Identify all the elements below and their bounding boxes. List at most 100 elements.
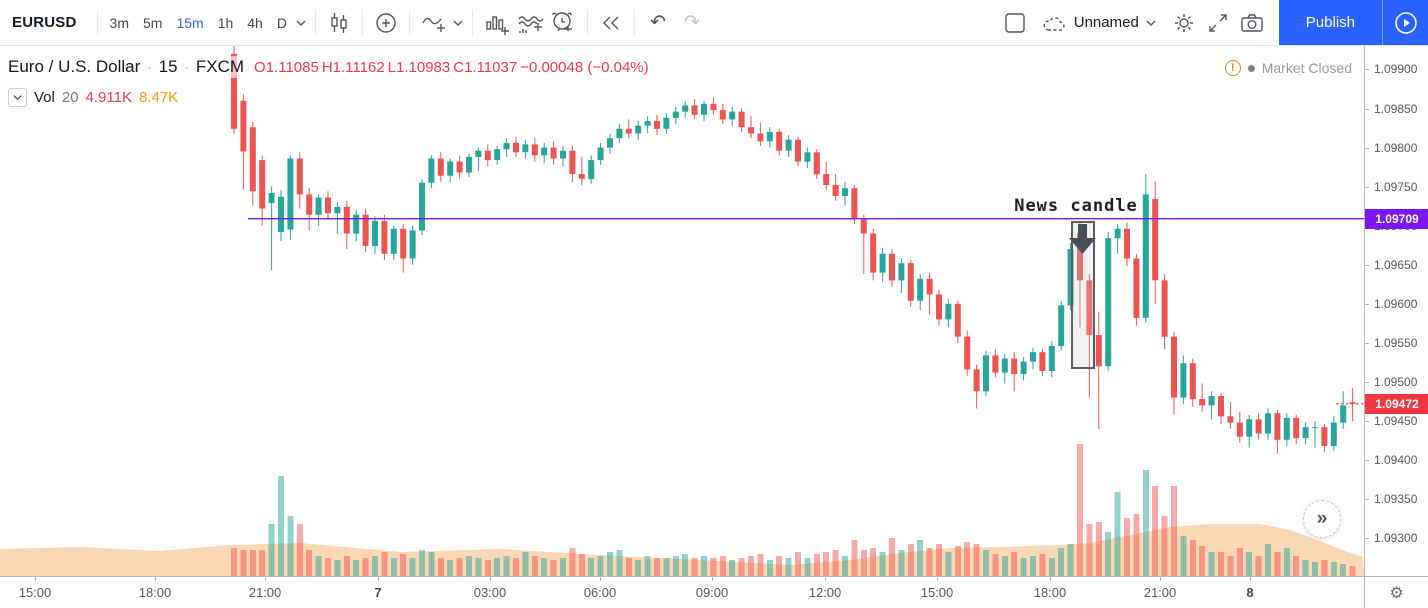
ohlc-item: H1.11162	[321, 59, 385, 76]
price-tick-mark	[1365, 303, 1369, 305]
time-tick-mark	[265, 577, 266, 581]
axis-corner: ⚙	[1364, 577, 1428, 608]
timeframe-5m[interactable]: 5m	[143, 14, 163, 31]
indicators-icon[interactable]	[416, 6, 450, 40]
timeframe-3m[interactable]: 3m	[109, 14, 129, 31]
ohlc-values: O1.11085 H1.11162 L1.10983 C1.11037 −0.00048…	[251, 57, 649, 77]
price-tick-mark	[1365, 264, 1369, 266]
price-tick-label: 1.09650	[1374, 257, 1418, 272]
time-tick-label: 8	[1246, 585, 1254, 600]
line-price-tag[interactable]: 1.09709	[1365, 208, 1428, 229]
patterns-icon[interactable]	[513, 6, 547, 40]
time-tick-label: 21:00	[248, 585, 282, 600]
chart-area[interactable]: Euro / U.S. Dollar · 15 · FXCM O1.11085 H…	[0, 46, 1428, 608]
price-tick-mark	[1365, 460, 1369, 462]
fundamentals-icon[interactable]	[479, 6, 513, 40]
time-tick-mark	[1160, 577, 1161, 581]
axis-settings-gear-icon[interactable]: ⚙	[1389, 584, 1404, 602]
cloud-save-icon	[1043, 16, 1065, 31]
time-tick-mark	[35, 577, 36, 581]
time-tick-mark	[600, 577, 601, 581]
volume-collapse-chevron-icon[interactable]	[8, 88, 27, 107]
volume-ma-area	[0, 524, 1364, 576]
compare-add-icon[interactable]	[369, 6, 403, 40]
publish-group: Publish	[1278, 0, 1428, 45]
price-tick-label: 1.09350	[1374, 492, 1418, 507]
price-axis[interactable]: 1.099001.098501.098001.097501.097001.096…	[1364, 46, 1428, 576]
price-tick-label: 1.09300	[1374, 531, 1418, 546]
time-tick-label: 06:00	[583, 585, 617, 600]
price-tick-mark	[1365, 342, 1369, 344]
price-tick-label: 1.09800	[1374, 140, 1418, 155]
price-tick-mark	[1365, 147, 1369, 149]
interval-chevron-icon[interactable]	[293, 6, 309, 40]
symbol-legend-row[interactable]: Euro / U.S. Dollar · 15 · FXCM O1.11085 H…	[8, 56, 653, 78]
down-arrow-icon[interactable]	[1069, 224, 1096, 255]
symbol-button[interactable]: EURUSD	[12, 14, 77, 31]
layout-name-menu[interactable]: Unnamed	[1032, 13, 1167, 33]
legend-separator-dot: ·	[184, 60, 189, 75]
price-tick-mark	[1365, 421, 1369, 422]
snapshot-camera-icon[interactable]	[1235, 6, 1269, 40]
time-tick-label: 15:00	[920, 585, 954, 600]
ohlc-item: O1.11085	[254, 59, 319, 76]
candlestick-style-icon[interactable]	[322, 6, 356, 40]
redo-icon[interactable]: ↷	[684, 12, 700, 33]
publish-button[interactable]: Publish	[1278, 0, 1382, 45]
toolbar-separator	[96, 9, 98, 36]
settings-gear-icon[interactable]	[1167, 6, 1201, 40]
time-tick-label: 18:00	[138, 585, 172, 600]
timeframe-4h[interactable]: 4h	[247, 14, 263, 31]
go-to-realtime-button[interactable]: »	[1303, 500, 1341, 538]
time-tick-mark	[937, 577, 938, 581]
replay-icon[interactable]	[594, 6, 628, 40]
price-tick-label: 1.09750	[1374, 179, 1418, 194]
toolbar-separator	[361, 9, 363, 36]
timeframe-group: 3m 5m 15m 1h 4h D	[104, 11, 293, 35]
toolbar-separator	[633, 9, 635, 36]
time-tick-label: 15:00	[18, 585, 52, 600]
alert-warning-icon[interactable]: !	[1224, 60, 1241, 76]
price-tick-label: 1.09500	[1374, 374, 1418, 389]
fullscreen-icon[interactable]	[1201, 6, 1235, 40]
price-tick-mark	[1365, 69, 1369, 71]
price-tick-label: 1.09450	[1374, 414, 1418, 428]
time-tick-mark	[712, 577, 713, 581]
price-tick-mark	[1365, 381, 1369, 383]
price-tick-label: 1.09900	[1374, 62, 1418, 77]
legend-separator-dot: ·	[147, 60, 152, 75]
timeframe-15m[interactable]: 15m	[176, 14, 204, 31]
chevron-down-icon	[1146, 20, 1156, 26]
toolbar-separator	[471, 9, 473, 36]
price-chart-canvas[interactable]	[0, 46, 1364, 576]
ohlc-item: L1.10983	[387, 59, 451, 76]
news-candle-annotation-label[interactable]: News candle	[1014, 196, 1138, 216]
volume-label: Vol	[34, 89, 55, 106]
indicator-templates-chevron-icon[interactable]	[450, 6, 466, 40]
time-tick-mark	[1250, 577, 1251, 581]
layout-grid-icon[interactable]	[998, 6, 1032, 40]
timeframe-D[interactable]: D	[276, 14, 287, 31]
top-toolbar: EURUSD 3m 5m 15m 1h 4h D ↶ ↷	[0, 0, 1428, 46]
chart-legend: Euro / U.S. Dollar · 15 · FXCM O1.11085 H…	[8, 56, 653, 108]
volume-period: 20	[61, 89, 79, 106]
status-dot-icon	[1247, 64, 1255, 72]
last-price-tag[interactable]: 1.09472	[1365, 393, 1428, 414]
publish-play-button[interactable]	[1382, 0, 1428, 45]
market-status: ! Market Closed	[1224, 60, 1352, 76]
undo-icon[interactable]: ↶	[650, 12, 666, 33]
ohlc-item: C1.11037	[453, 59, 518, 76]
time-tick-mark	[378, 577, 379, 581]
toolbar-separator	[586, 9, 588, 36]
time-tick-label: 12:00	[808, 585, 842, 600]
ohlc-item: −0.00048 (−0.04%)	[520, 59, 649, 76]
volume-bars	[231, 444, 1356, 576]
timeframe-1h[interactable]: 1h	[217, 14, 234, 31]
toolbar-separator	[314, 9, 316, 36]
time-axis[interactable]: ⚙ 15:00 18:00 21:00 7 03:00 06:00 09:00 12:00 15…	[0, 576, 1428, 608]
volume-legend-row[interactable]: Vol 20 4.911K 8.47K	[8, 87, 183, 108]
time-tick-mark	[825, 577, 826, 581]
alert-add-icon[interactable]	[547, 6, 581, 40]
legend-interval: 15	[158, 57, 178, 76]
time-tick-label: 21:00	[1143, 585, 1177, 600]
